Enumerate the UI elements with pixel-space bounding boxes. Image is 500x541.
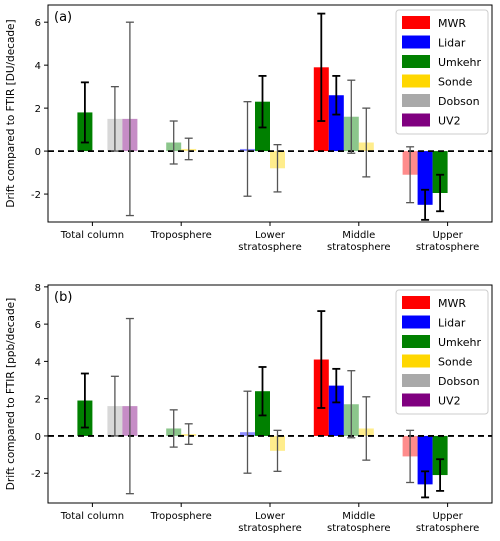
error-bar-uv2-total-column	[125, 317, 134, 495]
x-tick-label: stratosphere	[327, 242, 391, 253]
error-bar-umkehr-troposphere	[169, 120, 178, 165]
legend-swatch-umkehr	[402, 335, 430, 348]
bar-lidar-upper-stratosphere	[417, 151, 433, 205]
x-tick-label: stratosphere	[238, 523, 302, 534]
y-tick-label: 4	[35, 61, 41, 72]
x-tick-label: stratosphere	[238, 242, 302, 253]
panel-label: (b)	[54, 290, 72, 305]
legend-label-umkehr: Umkehr	[438, 336, 481, 349]
x-tick-label: Upper	[432, 230, 463, 241]
error-bar-sonde-middle-stratosphere	[362, 396, 371, 461]
legend-swatch-mwr	[402, 296, 430, 309]
x-tick-label: Total column	[60, 511, 124, 522]
legend-label-uv2: UV2	[438, 115, 461, 128]
bar-umkehr-upper-stratosphere	[432, 435, 448, 476]
chart-panel-2: -2 0 2 4 6 8 Drift compared to FTIR [ppb/decad…	[5, 283, 493, 534]
x-tick-label: Lower	[255, 230, 286, 241]
legend-label-lidar: Lidar	[438, 317, 466, 330]
error-bar-umkehr-lower-stratosphere	[258, 75, 267, 129]
legend-swatch-sonde	[402, 74, 430, 88]
error-bar-mwr-upper-stratosphere	[406, 146, 415, 204]
legend-label-lidar: Lidar	[438, 37, 466, 50]
legend-label-mwr: MWR	[438, 297, 466, 310]
legend-label-sonde: Sonde	[438, 76, 473, 89]
legend-swatch-lidar	[402, 35, 430, 49]
y-tick-label: 2	[35, 395, 41, 406]
x-tick-label: Troposphere	[150, 511, 212, 522]
error-bar-umkehr-total-column	[80, 81, 89, 144]
legend-swatch-sonde	[402, 354, 430, 368]
legend-swatch-umkehr	[402, 55, 430, 68]
error-bar-dobson-total-column	[110, 375, 119, 437]
error-bar-umkehr-troposphere	[169, 409, 178, 448]
y-tick-label: 4	[35, 357, 41, 368]
y-tick-label: 2	[35, 104, 41, 115]
bar-lidar-upper-stratosphere	[417, 435, 433, 485]
x-tick-label: stratosphere	[416, 523, 480, 534]
error-bar-umkehr-middle-stratosphere	[347, 79, 356, 154]
error-bar-umkehr-total-column	[80, 372, 89, 429]
y-tick-label: 6	[35, 320, 41, 331]
legend-label-umkehr: Umkehr	[438, 56, 481, 69]
error-bar-mwr-middle-stratosphere	[317, 310, 326, 409]
error-bar-umkehr-upper-stratosphere	[436, 458, 445, 492]
legend-label-mwr: MWR	[438, 17, 466, 30]
error-bar-lidar-middle-stratosphere	[332, 367, 341, 404]
legend-label-uv2: UV2	[438, 395, 461, 408]
y-tick-label: -2	[31, 469, 41, 480]
y-axis-label: Drift compared to FTIR [ppb/decade]	[5, 298, 17, 490]
error-bar-umkehr-upper-stratosphere	[436, 173, 445, 213]
error-bar-umkehr-lower-stratosphere	[258, 366, 267, 417]
error-bar-sonde-middle-stratosphere	[362, 107, 371, 178]
error-bar-uv2-total-column	[125, 21, 134, 217]
legend-label-dobson: Dobson	[438, 95, 480, 108]
y-tick-label: 6	[35, 18, 41, 29]
error-bar-sonde-lower-stratosphere	[273, 429, 282, 472]
y-tick-label: 0	[35, 432, 41, 443]
x-tick-label: Troposphere	[150, 230, 212, 241]
error-bar-mwr-middle-stratosphere	[317, 12, 326, 122]
error-bar-umkehr-middle-stratosphere	[347, 370, 356, 439]
legend-label-dobson: Dobson	[438, 375, 480, 388]
error-bar-sonde-troposphere	[184, 423, 193, 445]
y-tick-label: 0	[35, 147, 41, 158]
x-tick-label: Lower	[255, 511, 286, 522]
bar-lidar-middle-stratosphere	[328, 95, 344, 152]
x-tick-label: Middle	[342, 230, 375, 241]
error-bar-lidar-lower-stratosphere	[243, 101, 252, 197]
y-tick-label: 8	[35, 283, 41, 294]
x-tick-label: Total column	[60, 230, 124, 241]
error-bar-lidar-middle-stratosphere	[332, 75, 341, 116]
error-bar-dobson-total-column	[110, 85, 119, 152]
error-bar-sonde-troposphere	[184, 137, 193, 161]
error-bar-mwr-upper-stratosphere	[406, 429, 415, 484]
x-tick-label: Upper	[432, 511, 463, 522]
x-tick-label: stratosphere	[416, 242, 480, 253]
x-tick-label: Middle	[342, 511, 375, 522]
error-bar-sonde-lower-stratosphere	[273, 144, 282, 193]
legend-swatch-dobson	[402, 374, 430, 387]
y-tick-label: -2	[31, 190, 41, 201]
chart-panel-1: -2 0 2 4 6 Drift compared to FTIR [DU/decade]…	[5, 4, 493, 253]
bar-umkehr-upper-stratosphere	[432, 151, 448, 193]
bar-lidar-middle-stratosphere	[328, 385, 344, 436]
legend-swatch-lidar	[402, 315, 430, 329]
legend: MWR Lidar Umkehr Sonde Dobson UV2	[395, 289, 489, 415]
error-bar-lidar-upper-stratosphere	[421, 470, 430, 499]
legend-swatch-dobson	[402, 94, 430, 107]
legend-swatch-uv2	[402, 113, 430, 127]
panel-label: (a)	[54, 10, 72, 25]
error-bar-lidar-upper-stratosphere	[421, 188, 430, 221]
legend-swatch-uv2	[402, 393, 430, 407]
legend: MWR Lidar Umkehr Sonde Dobson UV2	[395, 9, 489, 135]
legend-label-sonde: Sonde	[438, 356, 473, 369]
x-tick-label: stratosphere	[327, 523, 391, 534]
error-bar-lidar-lower-stratosphere	[243, 390, 252, 474]
y-axis-label: Drift compared to FTIR [DU/decade]	[5, 19, 17, 207]
legend-swatch-mwr	[402, 16, 430, 29]
